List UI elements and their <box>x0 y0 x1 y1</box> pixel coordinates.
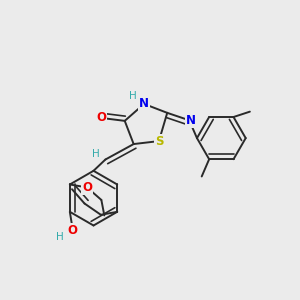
Text: N: N <box>139 98 149 110</box>
Text: N: N <box>186 114 196 128</box>
Text: H: H <box>56 232 64 242</box>
Text: O: O <box>68 224 78 237</box>
Text: H: H <box>129 91 136 101</box>
Text: O: O <box>82 181 92 194</box>
Text: S: S <box>155 135 163 148</box>
Text: H: H <box>92 149 100 159</box>
Text: O: O <box>96 111 106 124</box>
